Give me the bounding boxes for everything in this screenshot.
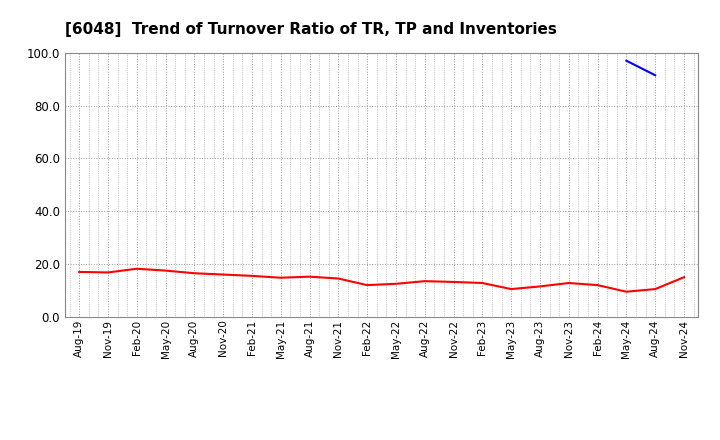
Text: [6048]  Trend of Turnover Ratio of TR, TP and Inventories: [6048] Trend of Turnover Ratio of TR, TP…	[65, 22, 557, 37]
